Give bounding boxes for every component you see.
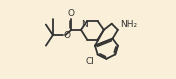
Text: N: N	[81, 20, 88, 29]
Text: Cl: Cl	[86, 58, 95, 67]
Text: O: O	[63, 31, 70, 40]
Text: NH₂: NH₂	[120, 20, 137, 29]
Text: O: O	[68, 9, 75, 18]
